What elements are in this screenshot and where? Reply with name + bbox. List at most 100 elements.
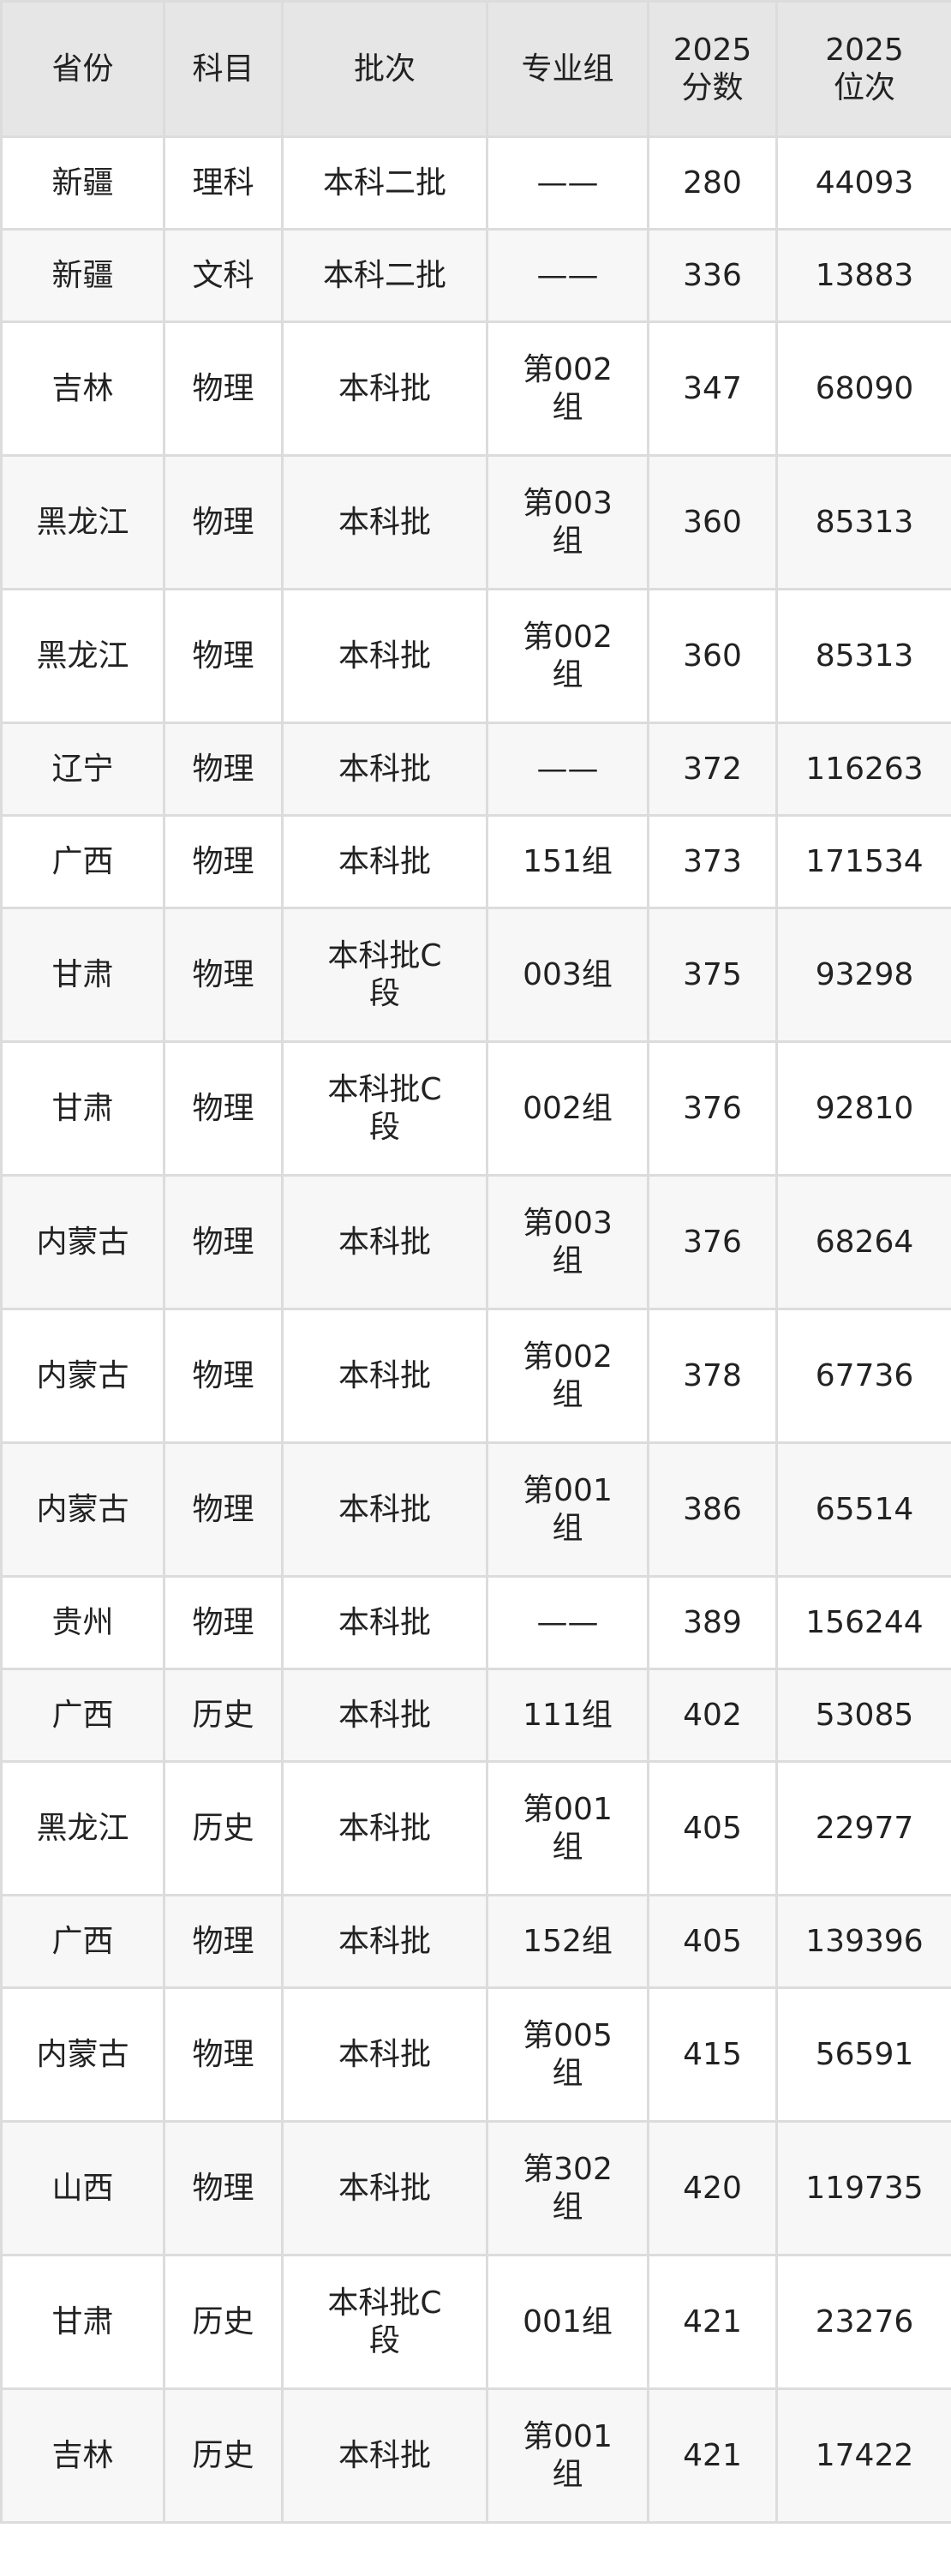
score-value: 280 xyxy=(683,165,742,201)
table-row: 吉林 物理 本科批 第002组 347 68090 xyxy=(0,321,951,457)
major-group-value: 第005组 xyxy=(523,2017,613,2091)
score-value: 347 xyxy=(683,370,742,406)
score-value: 405 xyxy=(683,1923,742,1959)
cell-major-group: 第001组 xyxy=(486,1441,649,1578)
cell-rank: 119735 xyxy=(775,2120,951,2256)
cell-province: 新疆 xyxy=(0,228,165,323)
cell-major-group: 第002组 xyxy=(486,321,649,457)
cell-rank: 68090 xyxy=(775,321,951,457)
score-value: 373 xyxy=(683,843,742,879)
cell-score: 405 xyxy=(647,1894,778,1989)
cell-major-group: 第003组 xyxy=(486,1174,649,1310)
cell-province: 黑龙江 xyxy=(0,588,165,724)
cell-batch: 本科批 xyxy=(281,1760,488,1896)
major-group-value: 第002组 xyxy=(523,1339,613,1412)
subject-value: 历史 xyxy=(192,1697,254,1733)
cell-rank: 139396 xyxy=(775,1894,951,1989)
table-row: 新疆 理科 本科二批 —— 280 44093 xyxy=(0,135,951,231)
cell-province: 黑龙江 xyxy=(0,454,165,590)
subject-value: 物理 xyxy=(192,843,254,879)
major-group-value: 第002组 xyxy=(523,619,613,692)
cell-province: 贵州 xyxy=(0,1575,165,1670)
cell-province: 甘肃 xyxy=(0,907,165,1043)
province-value: 内蒙古 xyxy=(36,2036,129,2072)
cell-score: 415 xyxy=(647,1986,778,2123)
subject-value: 物理 xyxy=(192,2170,254,2206)
score-value: 405 xyxy=(683,1810,742,1846)
cell-batch: 本科批 xyxy=(281,1174,488,1310)
province-value: 内蒙古 xyxy=(36,1224,129,1260)
rank-value: 85313 xyxy=(815,638,914,674)
cell-rank: 22977 xyxy=(775,1760,951,1896)
subject-value: 物理 xyxy=(192,370,254,406)
subject-value: 物理 xyxy=(192,638,254,674)
cell-subject: 物理 xyxy=(163,1040,284,1177)
table-row: 甘肃 历史 本科批C段 001组 421 23276 xyxy=(0,2254,951,2390)
score-value: 378 xyxy=(683,1357,742,1393)
subject-value: 文科 xyxy=(192,257,254,293)
batch-value: 本科二批 xyxy=(322,165,446,201)
cell-major-group: —— xyxy=(486,722,649,817)
table-row: 山西 物理 本科批 第302组 420 119735 xyxy=(0,2120,951,2256)
province-value: 新疆 xyxy=(51,165,114,201)
batch-value: 本科批 xyxy=(338,504,431,540)
cell-province: 吉林 xyxy=(0,2387,165,2524)
batch-value: 本科批 xyxy=(338,2437,431,2473)
batch-value: 本科批 xyxy=(338,638,431,674)
cell-rank: 171534 xyxy=(775,814,951,909)
cell-province: 内蒙古 xyxy=(0,1308,165,1444)
cell-province: 新疆 xyxy=(0,135,165,231)
province-value: 黑龙江 xyxy=(36,638,129,674)
province-value: 山西 xyxy=(51,2170,114,2206)
cell-batch: 本科批 xyxy=(281,588,488,724)
province-value: 黑龙江 xyxy=(36,1810,129,1846)
batch-value: 本科二批 xyxy=(322,257,446,293)
cell-major-group: 第005组 xyxy=(486,1986,649,2123)
table-row: 辽宁 物理 本科批 —— 372 116263 xyxy=(0,722,951,817)
table-row: 内蒙古 物理 本科批 第003组 376 68264 xyxy=(0,1174,951,1310)
score-value: 421 xyxy=(683,2303,742,2339)
cell-province: 广西 xyxy=(0,814,165,909)
cell-subject: 物理 xyxy=(163,1894,284,1989)
cell-major-group: 003组 xyxy=(486,907,649,1043)
rank-value: 171534 xyxy=(805,843,924,879)
cell-major-group: 第002组 xyxy=(486,1308,649,1444)
major-group-value: —— xyxy=(536,257,599,293)
cell-major-group: —— xyxy=(486,228,649,323)
major-group-value: 第003组 xyxy=(523,485,613,559)
subject-value: 物理 xyxy=(192,1923,254,1959)
province-value: 甘肃 xyxy=(51,1090,114,1126)
subject-value: 历史 xyxy=(192,2303,254,2339)
subject-value: 物理 xyxy=(192,504,254,540)
score-value: 372 xyxy=(683,751,742,787)
rank-value: 44093 xyxy=(815,165,914,201)
subject-value: 物理 xyxy=(192,1090,254,1126)
cell-major-group: 第001组 xyxy=(486,1760,649,1896)
table-row: 黑龙江 物理 本科批 第003组 360 85313 xyxy=(0,454,951,590)
cell-score: 376 xyxy=(647,1174,778,1310)
subject-value: 物理 xyxy=(192,1357,254,1393)
province-value: 吉林 xyxy=(51,2437,114,2473)
cell-province: 内蒙古 xyxy=(0,1441,165,1578)
cell-province: 甘肃 xyxy=(0,2254,165,2390)
cell-rank: 68264 xyxy=(775,1174,951,1310)
major-group-value: 第001组 xyxy=(523,2418,613,2492)
table-row: 新疆 文科 本科二批 —— 336 13883 xyxy=(0,228,951,323)
cell-major-group: 第003组 xyxy=(486,454,649,590)
header-batch: 批次 xyxy=(281,0,488,138)
cell-rank: 17422 xyxy=(775,2387,951,2524)
cell-batch: 本科批 xyxy=(281,722,488,817)
batch-value: 本科批C段 xyxy=(327,938,442,1011)
cell-rank: 92810 xyxy=(775,1040,951,1177)
batch-value: 本科批 xyxy=(338,1923,431,1959)
subject-value: 物理 xyxy=(192,751,254,787)
cell-rank: 56591 xyxy=(775,1986,951,2123)
province-value: 黑龙江 xyxy=(36,504,129,540)
major-group-value: 第302组 xyxy=(523,2151,613,2225)
batch-value: 本科批 xyxy=(338,843,431,879)
table-row: 甘肃 物理 本科批C段 002组 376 92810 xyxy=(0,1040,951,1177)
rank-value: 68264 xyxy=(815,1224,914,1260)
province-value: 甘肃 xyxy=(51,2303,114,2339)
score-value: 415 xyxy=(683,2036,742,2072)
cell-province: 内蒙古 xyxy=(0,1174,165,1310)
